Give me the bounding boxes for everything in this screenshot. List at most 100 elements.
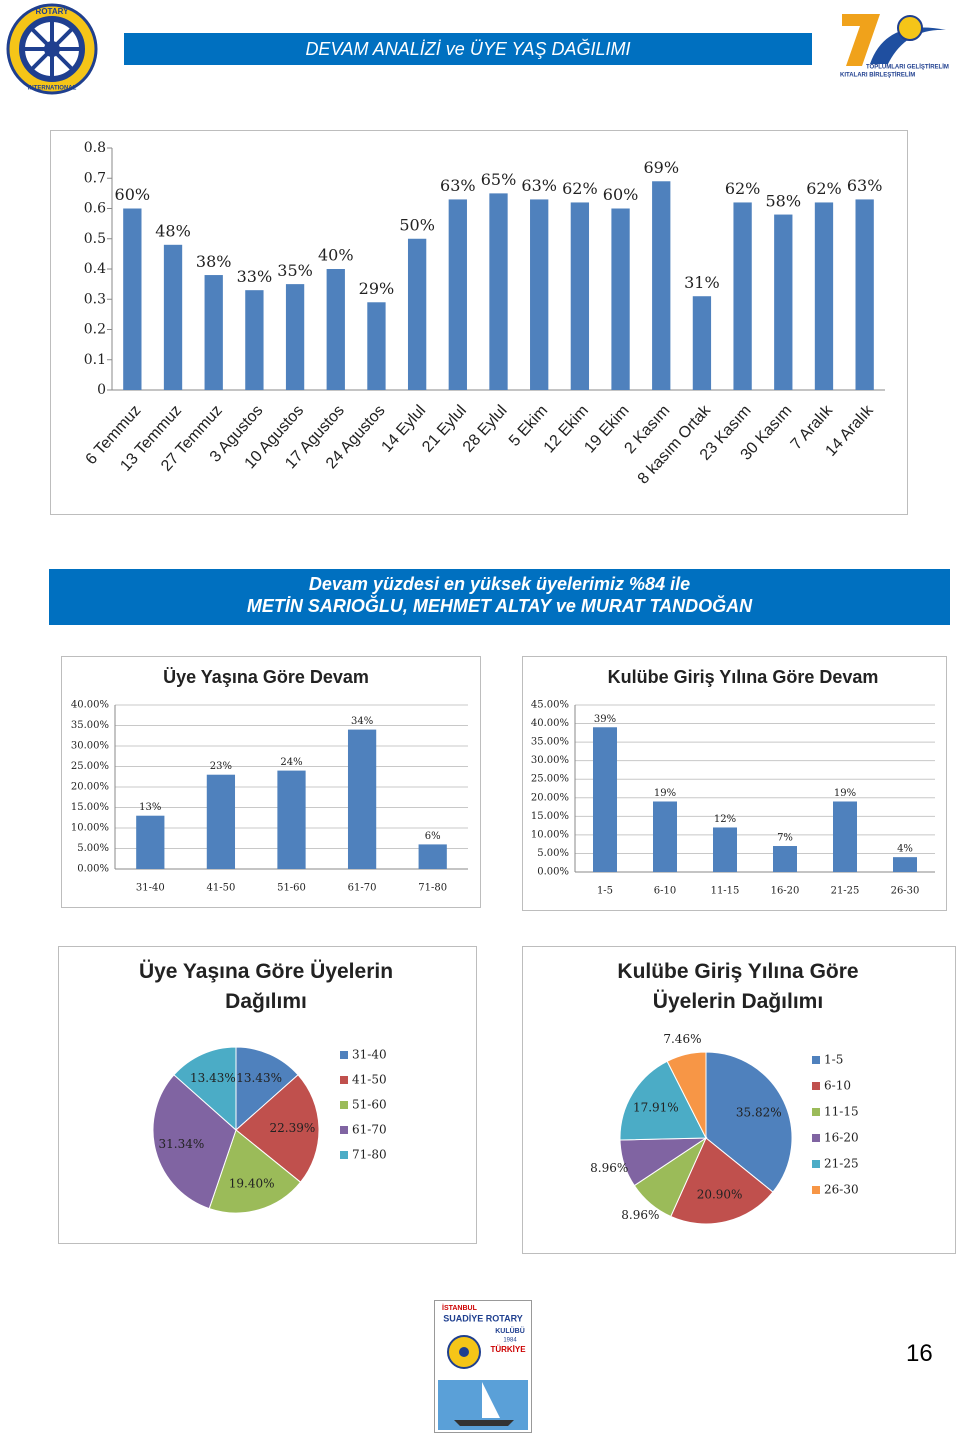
legend-swatch: [812, 1056, 820, 1064]
y-tick-label: 0: [97, 382, 106, 398]
chart: 0.00% 5.00% 10.00% 15.00% 20.00% 25.00% 30.00%…: [71, 700, 468, 894]
bar: [893, 857, 917, 872]
pie-slice: [235, 1074, 320, 1183]
x-tick-label: 51-60: [277, 883, 306, 894]
logo-text: ROTARY: [36, 7, 70, 16]
y-tick-label: 30.00%: [531, 755, 569, 766]
chart-frame: [58, 946, 477, 1244]
data-label: 7%: [777, 833, 793, 844]
y-tick-label: 25.00%: [71, 761, 109, 772]
y-tick-label: 15.00%: [71, 802, 109, 813]
y-tick-label: 0.1: [84, 352, 106, 368]
legend-label: 26-30: [824, 1183, 859, 1197]
pie-slice: [666, 1051, 707, 1139]
banner: Devam yüzdesi en yüksek üyelerimiz %84 i…: [49, 569, 950, 625]
logo-text: KULÜBÜ: [495, 1326, 525, 1335]
y-tick-label: 0.3: [84, 291, 106, 307]
y-tick-label: 0.7: [84, 170, 106, 186]
bar: [833, 801, 857, 872]
x-tick-label: 28 Eylul: [460, 402, 511, 456]
chart-title: Kulübe Giriş Yılına Göre Üyelerin Dağılı…: [617, 960, 859, 1013]
bar: [611, 208, 630, 390]
legend-label: 16-20: [824, 1131, 859, 1145]
data-label: 60%: [603, 185, 639, 204]
data-label: 13%: [139, 802, 161, 813]
data-label: 8.96%: [621, 1208, 659, 1222]
pie-slice: [152, 1074, 237, 1210]
bar: [326, 269, 345, 390]
data-label: 34%: [351, 716, 373, 727]
y-tick-label: 0.00%: [77, 864, 109, 875]
club-logo: İSTANBUL SUADİYE ROTARY KULÜBÜ 1984 TÜRK…: [434, 1300, 532, 1433]
logo-text: İSTANBUL: [442, 1304, 478, 1312]
data-label: 19.40%: [229, 1177, 275, 1191]
legend-swatch: [340, 1151, 348, 1159]
chart-frame: [522, 946, 956, 1254]
logo-text: SUADİYE ROTARY: [443, 1313, 523, 1323]
y-tick-label: 20.00%: [531, 792, 569, 803]
x-tick-label: 26-30: [891, 886, 920, 897]
y-tick-label: 0.5: [84, 231, 106, 247]
y-tick-label: 35.00%: [531, 737, 569, 748]
pie-slice: [619, 1060, 707, 1141]
y-tick-label: 30.00%: [71, 741, 109, 752]
y-tick-label: 0.4: [84, 261, 106, 277]
bar: [277, 770, 306, 869]
y-tick-label: 20.00%: [71, 782, 109, 793]
data-label: 19%: [654, 788, 676, 799]
data-label: 13.43%: [236, 1071, 282, 1085]
legend-label: 21-25: [824, 1157, 859, 1171]
banner-line: Devam yüzdesi en yüksek üyelerimiz %84 i…: [308, 574, 691, 594]
bar: [692, 296, 712, 390]
data-label: 19%: [834, 788, 856, 799]
data-label: 33%: [237, 267, 273, 286]
chart-title: Kulübe Giriş Yılına Göre Devam: [607, 667, 879, 687]
data-label: 20.90%: [697, 1187, 743, 1201]
bar: [448, 199, 467, 390]
bar: [733, 202, 752, 390]
bar: [136, 815, 165, 869]
x-tick-label: 6-10: [654, 886, 676, 897]
data-label: 40%: [318, 246, 354, 265]
x-tick-label: 1-5: [597, 886, 613, 897]
data-label: 50%: [399, 215, 435, 234]
legend-swatch: [812, 1134, 820, 1142]
data-label: 62%: [806, 179, 842, 198]
data-label: 8.96%: [590, 1161, 628, 1175]
chart: 35.82% 1-5 20.90% 6-10 8.96% 11-15 8.96% 16-20 1…: [590, 1032, 859, 1225]
legend-label: 51-60: [352, 1098, 387, 1112]
legend-swatch: [812, 1160, 820, 1168]
y-tick-label: 0.00%: [537, 867, 569, 878]
x-tick-label: 41-50: [206, 883, 235, 894]
y-tick-label: 40.00%: [71, 700, 109, 711]
bar: [774, 214, 793, 390]
bar: [418, 844, 447, 869]
data-label: 65%: [481, 170, 517, 189]
y-tick-label: 25.00%: [531, 774, 569, 785]
x-tick-label: 71-80: [418, 883, 447, 894]
data-label: 48%: [155, 222, 191, 241]
data-label: 60%: [115, 185, 151, 204]
chart: 13.43% 31-40 22.39% 41-50 19.40% 51-60 31.34% 6…: [152, 1046, 387, 1214]
legend-label: 1-5: [824, 1053, 843, 1067]
page-number: 16: [906, 1340, 933, 1367]
data-label: 12%: [714, 814, 736, 825]
bar: [653, 801, 677, 872]
bar: [570, 202, 590, 390]
legend-swatch: [340, 1101, 348, 1109]
legend-label: 31-40: [352, 1048, 387, 1062]
data-label: 63%: [521, 176, 557, 195]
y-tick-label: 5.00%: [537, 848, 569, 859]
data-label: 63%: [847, 176, 883, 195]
legend-label: 41-50: [352, 1073, 387, 1087]
data-label: 62%: [562, 179, 598, 198]
legend-swatch: [340, 1126, 348, 1134]
legend-swatch: [812, 1082, 820, 1090]
data-label: 35.82%: [736, 1105, 782, 1119]
bar: [204, 275, 223, 390]
data-label: 39%: [594, 714, 616, 725]
data-label: 58%: [766, 191, 802, 210]
bar: [163, 244, 183, 390]
chart: 0.00% 5.00% 10.00% 15.00% 20.00% 25.00% 30.00%…: [531, 700, 935, 897]
